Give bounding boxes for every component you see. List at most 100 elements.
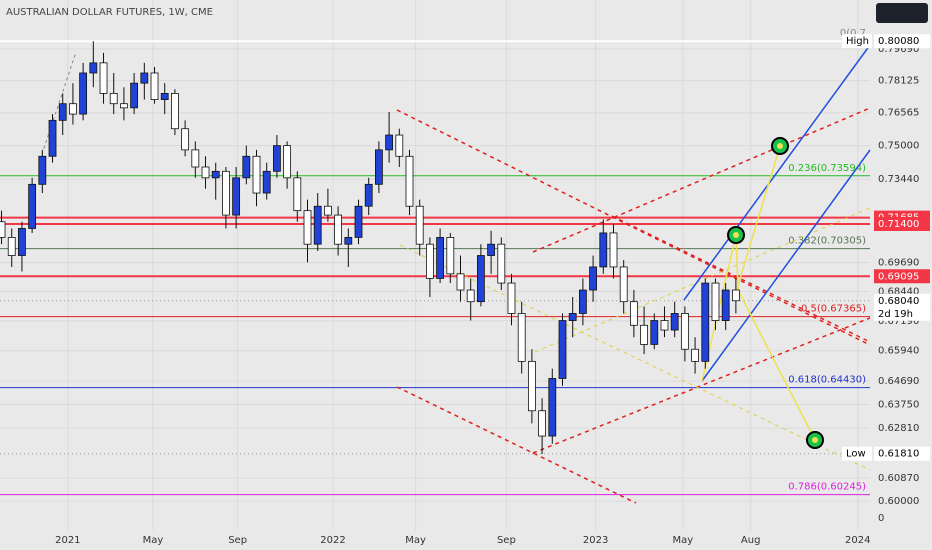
candle-body [670, 313, 679, 331]
tag-label: Low [846, 449, 866, 460]
candle-body [7, 237, 16, 256]
candles [0, 41, 740, 454]
candle-body [640, 324, 648, 345]
candle-body [283, 145, 292, 179]
fib-label: 0.618(0.64430) [788, 375, 866, 386]
candle-body [293, 177, 302, 212]
candle-body [711, 282, 720, 321]
candle-body [395, 134, 404, 157]
y-tick-label: 0.78125 [878, 76, 919, 87]
candle-body [28, 183, 37, 229]
price-label: 0.61810 [878, 449, 919, 460]
y-tick-label: 0.65940 [878, 346, 919, 357]
x-tick-label: 2024 [845, 535, 870, 546]
candle-body [415, 205, 424, 245]
candle-body [201, 166, 210, 179]
candle-body [578, 289, 587, 314]
fib-label: 0.382(0.70305) [788, 236, 866, 247]
fib-label: 0.786(0.60245) [788, 482, 866, 493]
price-box [874, 34, 930, 49]
candle-body [568, 313, 577, 321]
candle-body [211, 170, 220, 179]
x-tick-label: 2021 [55, 535, 80, 546]
fib-label: 0.236(0.73594) [788, 163, 866, 174]
candle-body [354, 205, 363, 238]
candle-body [589, 266, 597, 291]
x-tick-label: May [143, 535, 164, 546]
x-tick-label: 2023 [583, 535, 608, 546]
price-box [874, 216, 930, 231]
marker [733, 232, 739, 238]
price-box [874, 446, 930, 461]
candle-body [619, 266, 628, 303]
candle-body [150, 72, 159, 100]
candle-body [273, 145, 281, 172]
candle-body [466, 289, 475, 303]
grid [0, 0, 870, 530]
candle-body [79, 72, 88, 115]
marker [777, 143, 783, 149]
candle-body [18, 228, 26, 256]
candle-body [171, 92, 179, 130]
trendline [683, 44, 871, 301]
candle-body [0, 221, 6, 238]
price-box [874, 269, 930, 284]
candle-body [446, 237, 455, 275]
candle-body [99, 62, 108, 94]
y-tick-label: 0.76565 [878, 108, 919, 119]
candle-body [334, 214, 343, 245]
y-tick-label: 0.62810 [878, 423, 919, 434]
y-tick-label: 0.67190 [878, 316, 919, 327]
logo-button[interactable] [876, 3, 928, 23]
candle-body [497, 243, 506, 284]
candle-body [476, 255, 485, 303]
candle-body [507, 282, 516, 314]
trendline [399, 244, 871, 471]
y-tick-label: 0.75000 [878, 141, 919, 152]
tag-label: High [846, 36, 869, 47]
candle-body [609, 232, 618, 268]
candle-body [487, 243, 495, 256]
candle-body [252, 155, 261, 194]
candle-body [385, 134, 394, 151]
candle-body [48, 119, 57, 157]
tag-box [842, 34, 872, 49]
trendline [532, 107, 871, 253]
candle-body [701, 282, 710, 362]
markers [727, 137, 824, 449]
candle-body [262, 170, 271, 194]
candle-body [680, 313, 689, 350]
candle-body [650, 320, 659, 345]
fib-label: 0(0.7 [840, 28, 866, 39]
candle-body [313, 205, 322, 245]
trendline [39, 51, 77, 161]
candle-body [405, 155, 414, 207]
candle-body [191, 149, 200, 168]
candle-body [160, 92, 169, 100]
y-tick-label: 0.69690 [878, 258, 919, 269]
candle-body [130, 82, 139, 109]
price-label: 0.80080 [878, 36, 919, 47]
candle-body [517, 313, 526, 362]
candle-body [222, 170, 230, 216]
candle-body [721, 289, 730, 321]
price-label: 0.71400 [878, 219, 919, 230]
x-tick-label: 2022 [320, 535, 345, 546]
candle-body [58, 103, 67, 121]
candle-body [548, 378, 557, 437]
trendline [396, 109, 871, 346]
candle-body [527, 360, 536, 412]
candle-body [558, 320, 567, 379]
x-tick-label: May [405, 535, 426, 546]
tag-box [842, 446, 872, 461]
y-tick-label: 0.79690 [878, 44, 919, 55]
candle-body [364, 183, 373, 207]
drawings [39, 44, 871, 504]
candle-body [660, 320, 669, 331]
candle-body [109, 92, 118, 105]
candle-body [344, 237, 353, 245]
y-tick-label: 0.68440 [878, 286, 919, 297]
candle-body [181, 128, 190, 151]
candle-body [303, 210, 312, 245]
